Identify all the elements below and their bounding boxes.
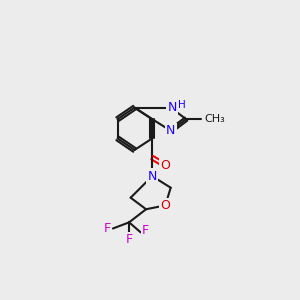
Text: H: H [178, 100, 186, 110]
Text: O: O [160, 199, 170, 212]
Text: F: F [125, 233, 133, 246]
Text: F: F [103, 222, 111, 235]
Text: CH₃: CH₃ [205, 114, 225, 124]
Text: O: O [160, 159, 170, 172]
Text: N: N [148, 169, 157, 183]
Text: N: N [166, 124, 175, 137]
Text: N: N [167, 101, 177, 114]
Text: F: F [142, 224, 149, 237]
